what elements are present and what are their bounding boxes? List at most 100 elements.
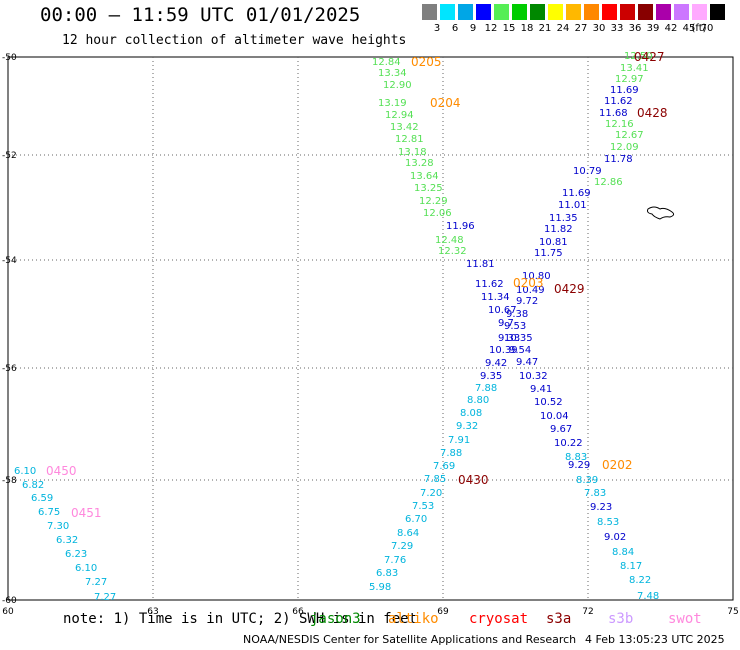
- legend-swatch: [476, 4, 491, 20]
- swh-reading: 10.81: [539, 237, 568, 248]
- longitude-tick-label: 60: [2, 607, 14, 617]
- swh-reading: 10.79: [573, 166, 602, 177]
- swh-reading: 7.91: [448, 435, 470, 446]
- legend-swatch: [656, 4, 671, 20]
- legend-label: 21: [538, 23, 552, 34]
- legend-label: 9: [469, 23, 477, 34]
- swh-reading: 12.90: [383, 80, 412, 91]
- swh-reading: 12.81: [395, 134, 424, 145]
- swh-reading: 13.25: [414, 183, 443, 194]
- swh-reading: 10.49: [516, 285, 545, 296]
- swh-reading: 9.54: [509, 345, 531, 356]
- longitude-tick-label: 75: [727, 607, 738, 617]
- footnote: note: 1) Time is in UTC; 2) SWH is in fe…: [63, 611, 418, 627]
- swh-reading: 10.39: [489, 345, 518, 356]
- swh-reading: 13.28: [405, 158, 434, 169]
- swh-reading: 13.34: [378, 68, 407, 79]
- swh-reading: 11.69: [562, 188, 591, 199]
- swh-reading: 12.16: [605, 119, 634, 130]
- swh-reading: 6.10: [14, 466, 36, 477]
- swh-reading: 6.10: [75, 563, 97, 574]
- legend-swatch: [458, 4, 473, 20]
- swh-reading: 10.35: [504, 333, 533, 344]
- credit-line: NOAA/NESDIS Center for Satellite Applica…: [243, 633, 577, 646]
- swh-reading: 9.38: [506, 309, 528, 320]
- legend-label: 18: [520, 23, 534, 34]
- swh-reading: 13.41: [620, 63, 649, 74]
- island-coastline: [647, 206, 675, 220]
- legend-label: 30: [592, 23, 606, 34]
- legend-swatch: [638, 4, 653, 20]
- swh-reading: 11.68: [599, 108, 628, 119]
- swh-reading: 12.32: [438, 246, 467, 257]
- swh-reading: 8.22: [629, 575, 651, 586]
- latitude-tick-label: -56: [2, 364, 17, 374]
- longitude-tick-label: 69: [437, 607, 449, 617]
- swh-reading: 9.72: [516, 296, 538, 307]
- legend-swatch: [674, 4, 689, 20]
- swh-reading: 10.32: [519, 371, 548, 382]
- swh-reading: 7.69: [433, 461, 455, 472]
- swh-reading: 6.32: [56, 535, 78, 546]
- legend-swatch: [620, 4, 635, 20]
- satellite-legend-item: altiko: [388, 611, 439, 627]
- swh-reading: 11.75: [534, 248, 563, 259]
- swh-reading: 9.23: [590, 502, 612, 513]
- legend-label: 42: [664, 23, 678, 34]
- swh-reading: 7.48: [637, 591, 659, 602]
- swh-reading: 12.09: [610, 142, 639, 153]
- legend-label: 24: [556, 23, 570, 34]
- swh-reading: 7.20: [420, 488, 442, 499]
- swh-reading: 6.82: [22, 480, 44, 491]
- generation-timestamp: 4 Feb 13:05:23 UTC 2025: [585, 633, 725, 646]
- swh-reading: 12.97: [615, 74, 644, 85]
- legend-label: 15: [502, 23, 516, 34]
- swh-reading: 7.53: [412, 501, 434, 512]
- swh-reading: 6.70: [405, 514, 427, 525]
- swh-reading: 11.62: [475, 279, 504, 290]
- satellite-legend-item: s3b: [608, 611, 634, 627]
- pass-time-label: 0204: [430, 96, 461, 110]
- swh-reading: 11.69: [610, 85, 639, 96]
- swh-reading: 8.80: [467, 395, 489, 406]
- latitude-tick-label: -58: [2, 476, 17, 486]
- map-frame: [7, 56, 734, 601]
- swh-reading: 10.80: [522, 271, 551, 282]
- swh-reading: 11.35: [549, 213, 578, 224]
- legend-swatch: [512, 4, 527, 20]
- pass-time-label: 0430: [458, 473, 489, 487]
- legend-label: 3: [433, 23, 441, 34]
- satellite-legend-item: cryosat: [469, 611, 529, 627]
- pass-time-label: 0205: [411, 55, 442, 69]
- swh-reading: 9.02: [604, 532, 626, 543]
- latitude-tick-label: -60: [2, 596, 17, 606]
- swh-reading: 12.50: [624, 51, 653, 62]
- legend-label: 36: [628, 23, 642, 34]
- longitude-tick-label: 66: [292, 607, 304, 617]
- swh-reading: 6.83: [376, 568, 398, 579]
- legend-label: 45: [682, 23, 696, 34]
- legend-swatch: [566, 4, 581, 20]
- satellite-legend-item: jason3: [310, 611, 361, 627]
- swh-reading: 11.34: [481, 292, 510, 303]
- swh-reading: 10.04: [540, 411, 569, 422]
- legend-label: 39: [646, 23, 660, 34]
- legend-label: 27: [574, 23, 588, 34]
- legend-swatch: [440, 4, 455, 20]
- swh-reading: 12.48: [435, 235, 464, 246]
- latitude-tick-label: -50: [2, 53, 17, 63]
- swh-reading: 12.86: [594, 177, 623, 188]
- swh-reading: 7.88: [440, 448, 462, 459]
- swh-reading: 7.76: [384, 555, 406, 566]
- map-title: 00:00 – 11:59 UTC 01/01/2025: [40, 4, 361, 26]
- swh-reading: 13.42: [390, 122, 419, 133]
- swh-reading: 12.84: [372, 57, 401, 68]
- latitude-tick-label: -54: [2, 256, 17, 266]
- swh-reading: 8.08: [460, 408, 482, 419]
- swh-reading: 8.53: [597, 517, 619, 528]
- swh-reading: 11.96: [446, 221, 475, 232]
- pass-time-label: 0427: [634, 50, 665, 64]
- swh-reading: 12.94: [385, 110, 414, 121]
